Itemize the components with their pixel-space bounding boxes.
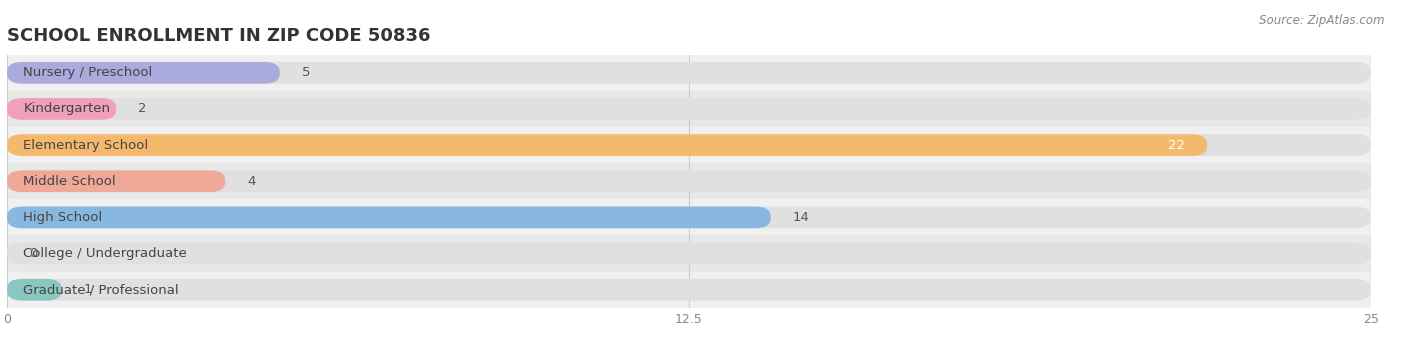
Text: Elementary School: Elementary School [24,139,149,152]
Text: 4: 4 [247,175,256,188]
Text: Graduate / Professional: Graduate / Professional [24,283,179,296]
Bar [7,55,1371,91]
FancyBboxPatch shape [7,279,1371,301]
Text: Nursery / Preschool: Nursery / Preschool [24,66,153,79]
FancyBboxPatch shape [7,62,280,84]
FancyBboxPatch shape [7,207,770,228]
Text: 1: 1 [83,283,91,296]
Text: 5: 5 [302,66,311,79]
FancyBboxPatch shape [7,170,1371,192]
Text: 14: 14 [793,211,810,224]
Text: SCHOOL ENROLLMENT IN ZIP CODE 50836: SCHOOL ENROLLMENT IN ZIP CODE 50836 [7,27,430,45]
FancyBboxPatch shape [7,279,62,301]
Text: High School: High School [24,211,103,224]
Text: 2: 2 [138,103,146,116]
FancyBboxPatch shape [7,62,1371,84]
Text: 0: 0 [30,247,37,260]
FancyBboxPatch shape [7,98,1371,120]
Text: Source: ZipAtlas.com: Source: ZipAtlas.com [1260,14,1385,27]
Bar [7,236,1371,272]
Bar [7,91,1371,127]
Bar [7,127,1371,163]
Bar [7,163,1371,199]
FancyBboxPatch shape [7,134,1371,156]
Bar [7,199,1371,236]
FancyBboxPatch shape [7,134,1208,156]
Text: Kindergarten: Kindergarten [24,103,111,116]
Text: College / Undergraduate: College / Undergraduate [24,247,187,260]
FancyBboxPatch shape [7,98,117,120]
Bar [7,272,1371,308]
FancyBboxPatch shape [7,243,1371,264]
FancyBboxPatch shape [7,207,1371,228]
Text: Middle School: Middle School [24,175,117,188]
FancyBboxPatch shape [7,170,225,192]
Text: 22: 22 [1168,139,1185,152]
